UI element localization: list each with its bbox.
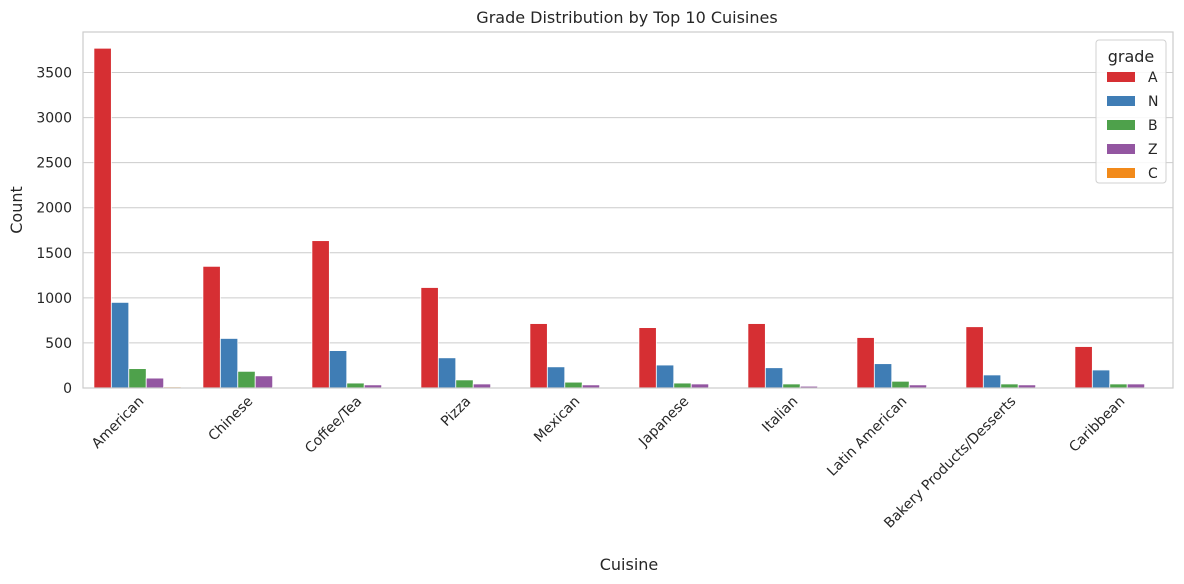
bar-b-3 (455, 379, 474, 389)
y-tick-label: 500 (45, 336, 72, 352)
bar-b-9 (1109, 383, 1128, 389)
y-tick-label: 2000 (36, 201, 72, 217)
legend-label-b: B (1148, 118, 1158, 134)
x-tick-label: Caribbean (1066, 394, 1128, 456)
bar-b-4 (564, 381, 583, 389)
bar-a-0 (93, 47, 112, 389)
x-tick-label: Coffee/Tea (302, 394, 365, 457)
bar-n-2 (328, 350, 348, 389)
bar-n-4 (546, 366, 566, 389)
y-tick-label: 1000 (36, 291, 72, 307)
x-tick-label: Bakery Products/Desserts (881, 394, 1019, 532)
bar-z-9 (1126, 383, 1146, 389)
y-tick-label: 3500 (36, 66, 72, 82)
legend-label-z: Z (1148, 142, 1158, 158)
bar-b-8 (1000, 383, 1019, 389)
x-tick-label: Mexican (531, 394, 583, 446)
bar-n-6 (764, 367, 784, 389)
gridlines (83, 72, 1173, 344)
bar-b-0 (128, 368, 147, 389)
bar-z-1 (254, 375, 274, 389)
bar-b-1 (237, 370, 256, 389)
bar-n-5 (655, 364, 675, 389)
bar-a-5 (638, 327, 657, 389)
chart-title: Grade Distribution by Top 10 Cuisines (476, 8, 777, 27)
legend-swatch-a (1107, 72, 1135, 82)
bar-a-8 (965, 326, 984, 389)
bar-n-7 (873, 363, 893, 389)
legend-swatch-b (1107, 120, 1135, 130)
bar-a-4 (529, 323, 548, 389)
legend-swatch-n (1107, 96, 1135, 106)
bar-a-9 (1074, 346, 1093, 389)
bar-b-5 (673, 382, 692, 389)
legend-label-n: N (1148, 94, 1158, 110)
y-axis-title: Count (7, 186, 26, 234)
bars (93, 47, 1163, 389)
y-tick-label: 3000 (36, 111, 72, 127)
y-tick-label: 2500 (36, 156, 72, 172)
y-tick-label: 0 (63, 381, 72, 397)
bar-n-3 (437, 357, 457, 389)
bar-z-0 (145, 377, 165, 389)
bar-a-7 (856, 337, 875, 389)
plot-frame (82, 31, 1174, 389)
x-tick-label: Pizza (438, 394, 474, 430)
legend-label-c: C (1148, 166, 1158, 182)
legend-swatch-c (1107, 168, 1135, 178)
x-tick-label: Latin American (824, 394, 910, 480)
bar-n-8 (982, 374, 1002, 389)
bar-b-6 (782, 383, 801, 389)
bar-a-3 (420, 287, 439, 389)
bar-n-9 (1091, 369, 1111, 389)
x-tick-label: American (89, 394, 147, 452)
legend-title: grade (1108, 47, 1155, 66)
bar-n-1 (219, 338, 239, 389)
x-tick-label: Italian (759, 394, 801, 436)
bar-b-7 (891, 380, 910, 389)
bar-n-0 (110, 301, 130, 389)
x-tick-label: Chinese (205, 394, 256, 445)
bar-b-2 (346, 382, 365, 389)
bar-z-3 (472, 383, 492, 389)
bar-z-5 (690, 383, 710, 389)
bar-a-2 (311, 240, 330, 389)
legend-label-a: A (1148, 70, 1158, 86)
legend-swatch-z (1107, 144, 1135, 154)
bar-a-6 (747, 323, 766, 389)
y-tick-label: 1500 (36, 246, 72, 262)
x-tick-label: Japanese (635, 394, 692, 451)
x-axis-title: Cuisine (600, 555, 659, 574)
bar-a-1 (202, 265, 221, 389)
